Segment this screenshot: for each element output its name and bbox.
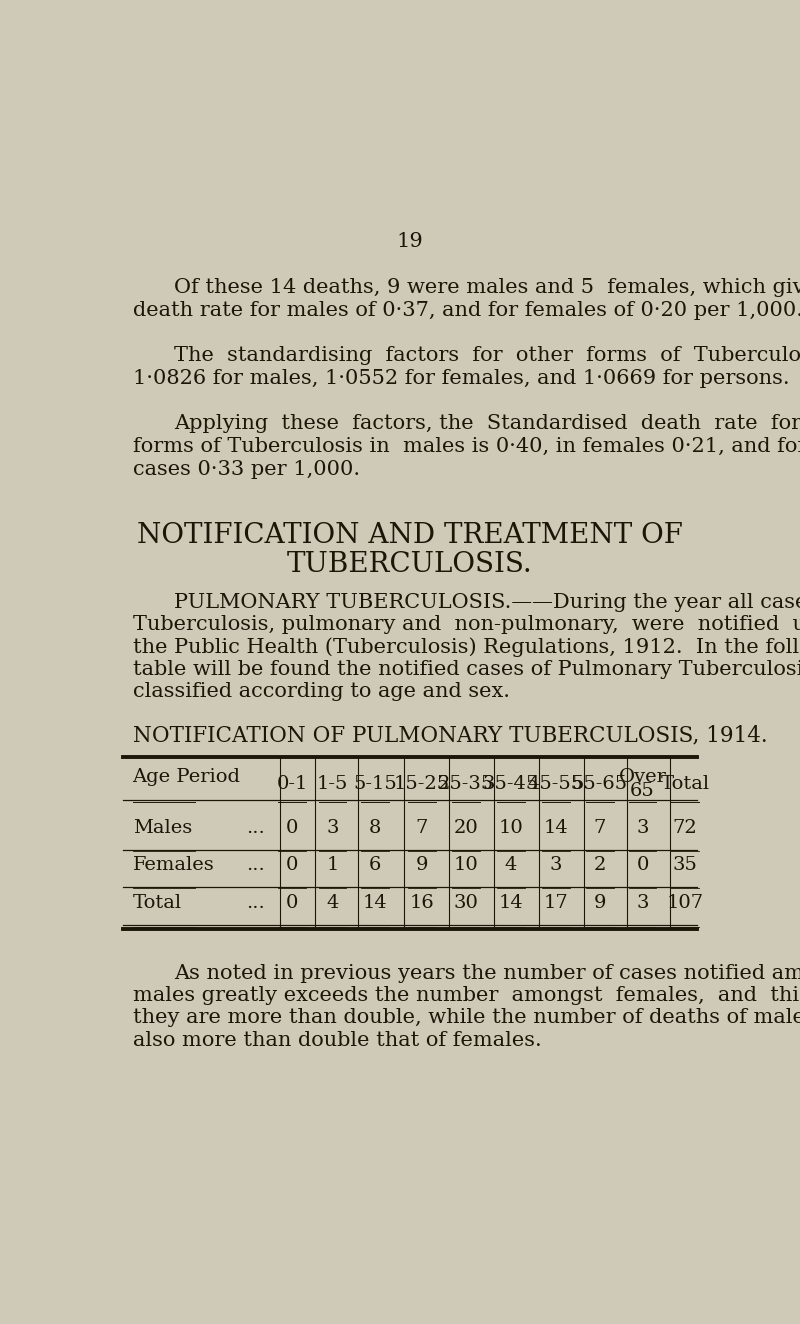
Text: Tuberculosis, pulmonary and  non-pulmonary,  were  notified  under: Tuberculosis, pulmonary and non-pulmonar…: [133, 616, 800, 634]
Text: 5-15: 5-15: [354, 775, 397, 793]
Text: ...: ...: [246, 818, 264, 837]
Text: 0: 0: [286, 818, 298, 837]
Text: The  standardising  factors  for  other  forms  of  Tuberculosis  is: The standardising factors for other form…: [174, 346, 800, 365]
Text: 14: 14: [543, 818, 568, 837]
Text: Of these 14 deaths, 9 were males and 5  females, which gives a: Of these 14 deaths, 9 were males and 5 f…: [174, 278, 800, 297]
Text: classified according to age and sex.: classified according to age and sex.: [133, 682, 510, 702]
Text: 17: 17: [543, 894, 568, 912]
Text: males greatly exceeds the number  amongst  females,  and  this  year: males greatly exceeds the number amongst…: [133, 986, 800, 1005]
Text: 9: 9: [415, 855, 428, 874]
Text: 1-5: 1-5: [317, 775, 348, 793]
Text: NOTIFICATION AND TREATMENT OF: NOTIFICATION AND TREATMENT OF: [137, 522, 683, 548]
Text: 35: 35: [673, 855, 698, 874]
Text: 20: 20: [454, 818, 478, 837]
Text: 0: 0: [286, 894, 298, 912]
Text: 3: 3: [326, 818, 338, 837]
Text: NOTIFICATION OF PULMONARY TUBERCULOSIS, 1914.: NOTIFICATION OF PULMONARY TUBERCULOSIS, …: [133, 724, 767, 747]
Text: 107: 107: [666, 894, 704, 912]
Text: table will be found the notified cases of Pulmonary Tuberculosis: table will be found the notified cases o…: [133, 661, 800, 679]
Text: 8: 8: [369, 818, 382, 837]
Text: 14: 14: [362, 894, 387, 912]
Text: Total: Total: [133, 894, 182, 912]
Text: Total: Total: [661, 775, 710, 793]
Text: 19: 19: [397, 232, 423, 252]
Text: 9: 9: [594, 894, 606, 912]
Text: 16: 16: [410, 894, 434, 912]
Text: cases 0·33 per 1,000.: cases 0·33 per 1,000.: [133, 459, 360, 479]
Text: 3: 3: [636, 818, 649, 837]
Text: 1: 1: [326, 855, 338, 874]
Text: Females: Females: [133, 855, 214, 874]
Text: 2: 2: [594, 855, 606, 874]
Text: 14: 14: [498, 894, 523, 912]
Text: 4: 4: [505, 855, 517, 874]
Text: 10: 10: [454, 855, 478, 874]
Text: 25-35: 25-35: [438, 775, 494, 793]
Text: the Public Health (Tuberculosis) Regulations, 1912.  In the following: the Public Health (Tuberculosis) Regulat…: [133, 638, 800, 658]
Text: also more than double that of females.: also more than double that of females.: [133, 1030, 542, 1050]
Text: death rate for males of 0·37, and for females of 0·20 per 1,000.: death rate for males of 0·37, and for fe…: [133, 302, 800, 320]
Text: 7: 7: [415, 818, 428, 837]
Text: they are more than double, while the number of deaths of males is: they are more than double, while the num…: [133, 1008, 800, 1027]
Text: 30: 30: [454, 894, 478, 912]
Text: 65: 65: [630, 781, 655, 800]
Text: 6: 6: [369, 855, 382, 874]
Text: ...: ...: [246, 894, 264, 912]
Text: TUBERCULOSIS.: TUBERCULOSIS.: [287, 551, 533, 577]
Text: Males: Males: [133, 818, 192, 837]
Text: 35-45: 35-45: [482, 775, 539, 793]
Text: 0-1: 0-1: [277, 775, 308, 793]
Text: forms of Tuberculosis in  males is 0·40, in females 0·21, and for all: forms of Tuberculosis in males is 0·40, …: [133, 437, 800, 455]
Text: 45-55: 45-55: [528, 775, 584, 793]
Text: 15-25: 15-25: [394, 775, 450, 793]
Text: 72: 72: [673, 818, 698, 837]
Text: ...: ...: [246, 855, 264, 874]
Text: As noted in previous years the number of cases notified amongst: As noted in previous years the number of…: [174, 964, 800, 982]
Text: 55-65: 55-65: [572, 775, 628, 793]
Text: 3: 3: [550, 855, 562, 874]
Text: Over: Over: [618, 768, 666, 786]
Text: 0: 0: [636, 855, 649, 874]
Text: Age Period: Age Period: [133, 768, 241, 786]
Text: 3: 3: [636, 894, 649, 912]
Text: Applying  these  factors, the  Standardised  death  rate  for  other: Applying these factors, the Standardised…: [174, 413, 800, 433]
Text: 7: 7: [594, 818, 606, 837]
Text: PULMONARY TUBERCULOSIS.——During the year all cases of: PULMONARY TUBERCULOSIS.——During the year…: [174, 593, 800, 612]
Text: 1·0826 for males, 1·0552 for females, and 1·0669 for persons.: 1·0826 for males, 1·0552 for females, an…: [133, 369, 789, 388]
Text: 0: 0: [286, 855, 298, 874]
Text: 10: 10: [498, 818, 523, 837]
Text: 4: 4: [326, 894, 338, 912]
